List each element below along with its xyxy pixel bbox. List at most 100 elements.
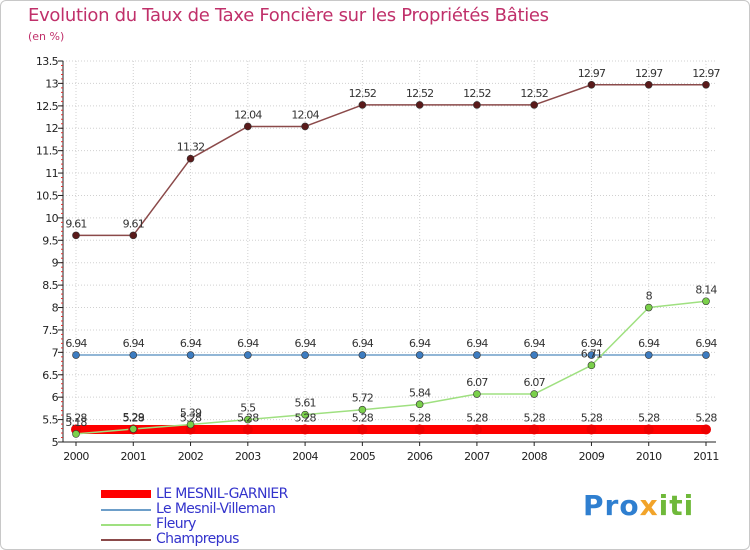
x-tick-label: 2010 [636, 450, 662, 463]
data-point [415, 351, 424, 359]
y-tick-label: 9.5 [42, 234, 58, 247]
y-tick-label: 8 [52, 302, 59, 315]
y-tick-label: 8.5 [42, 279, 58, 292]
data-point [129, 425, 138, 433]
y-tick-label: 11.5 [36, 145, 59, 158]
data-point [644, 351, 653, 359]
data-label: 5.61 [294, 397, 315, 410]
y-tick-label: 11 [45, 167, 58, 180]
data-label: 5.28 [352, 411, 374, 424]
legend-item: Le Mesnil-Villeman [101, 501, 361, 517]
data-point [702, 80, 710, 89]
data-point [72, 231, 80, 240]
data-point [587, 361, 596, 370]
data-label: 9.61 [123, 217, 144, 230]
legend: LE MESNIL-GARNIER Le Mesnil-Villeman Fle… [101, 486, 361, 547]
y-tick-label: 10.5 [36, 189, 59, 202]
data-label: 6.94 [695, 337, 717, 350]
data-label: 6.94 [409, 337, 431, 350]
data-point [530, 390, 538, 398]
data-label: 8 [646, 290, 653, 303]
axes: 5 5.5 6 6.5 7 7.5 8 8.5 9 9.5 10 10.5 11 11.5 12 12.5 13… [36, 55, 719, 463]
series-line [75, 84, 707, 237]
data-label: 12.04 [234, 108, 262, 121]
series-labels: 5.28 5.28 5.28 5.28 5.28 5.28 5.28 5.28 5.28 5.28… [65, 67, 721, 429]
y-tick-label: 10 [45, 212, 58, 225]
data-point [702, 297, 710, 306]
data-point [129, 231, 138, 240]
data-point [530, 351, 538, 359]
data-point [357, 424, 368, 435]
data-label: 5.5 [240, 402, 256, 415]
data-label: 5.28 [581, 411, 603, 424]
data-point [301, 410, 309, 419]
y-tick-label: 7 [52, 346, 59, 359]
legend-label: Fleury [156, 516, 196, 532]
data-label: 6.94 [180, 337, 202, 350]
data-point [471, 424, 482, 435]
data-point [358, 405, 367, 414]
data-label: 5.28 [237, 411, 259, 424]
data-point [242, 424, 253, 435]
x-tick-label: 2008 [521, 450, 547, 463]
series-markers [71, 80, 711, 438]
data-point [186, 420, 195, 429]
data-label: 12.97 [635, 67, 663, 80]
data-point [186, 154, 195, 163]
x-tick-label: 2009 [579, 450, 605, 463]
x-tick-label: 2004 [292, 450, 318, 463]
data-point [587, 351, 596, 359]
data-point [529, 424, 540, 435]
data-label: 6.94 [524, 337, 546, 350]
x-tick-label: 2003 [235, 450, 261, 463]
chart-title: Evolution du Taux de Taxe Foncière sur l… [28, 5, 549, 26]
data-label: 12.52 [520, 87, 548, 100]
data-label: 6.94 [352, 337, 374, 350]
y-tick-label: 7.5 [42, 324, 58, 337]
y-tick-label: 13.5 [36, 55, 59, 68]
series-lines [71, 84, 711, 435]
x-tick-label: 2005 [350, 450, 376, 463]
y-tick-label: 13 [45, 77, 58, 90]
data-label: 6.94 [466, 337, 488, 350]
data-point [530, 101, 538, 109]
y-tick-label: 5 [52, 436, 59, 449]
data-label: 6.94 [638, 337, 660, 350]
legend-label: Le Mesnil-Villeman [156, 501, 276, 517]
data-label: 5.28 [409, 411, 431, 424]
data-point [358, 101, 367, 109]
data-label: 5.29 [123, 411, 145, 424]
data-label: 6.07 [524, 376, 546, 389]
legend-swatch [101, 539, 151, 541]
data-label: 5.28 [65, 411, 87, 424]
data-label: 5.18 [65, 416, 87, 429]
data-label: 6.94 [237, 337, 259, 350]
data-point [186, 351, 195, 359]
legend-item: Fleury [101, 516, 361, 532]
data-point [415, 101, 424, 109]
legend-swatch [101, 524, 151, 526]
x-tick-label: 2007 [464, 450, 490, 463]
data-label: 6.07 [466, 376, 488, 389]
data-point [702, 351, 710, 359]
data-point [358, 351, 367, 359]
data-point [244, 122, 252, 131]
y-tick-label: 12 [45, 122, 58, 135]
data-point [473, 101, 481, 109]
data-label: 8.14 [695, 283, 717, 296]
data-label: 5.28 [695, 411, 717, 424]
y-tick-label: 12.5 [36, 100, 59, 113]
data-point [300, 424, 311, 435]
y-tick-label: 5.5 [42, 414, 58, 427]
data-label: 9.61 [65, 217, 86, 230]
data-point [473, 390, 481, 398]
data-point [72, 351, 80, 359]
data-label: 5.28 [466, 411, 488, 424]
legend-swatch [101, 509, 151, 511]
data-point [72, 430, 80, 438]
data-point [473, 351, 481, 359]
data-label: 5.28 [294, 411, 316, 424]
data-label: 5.28 [638, 411, 660, 424]
